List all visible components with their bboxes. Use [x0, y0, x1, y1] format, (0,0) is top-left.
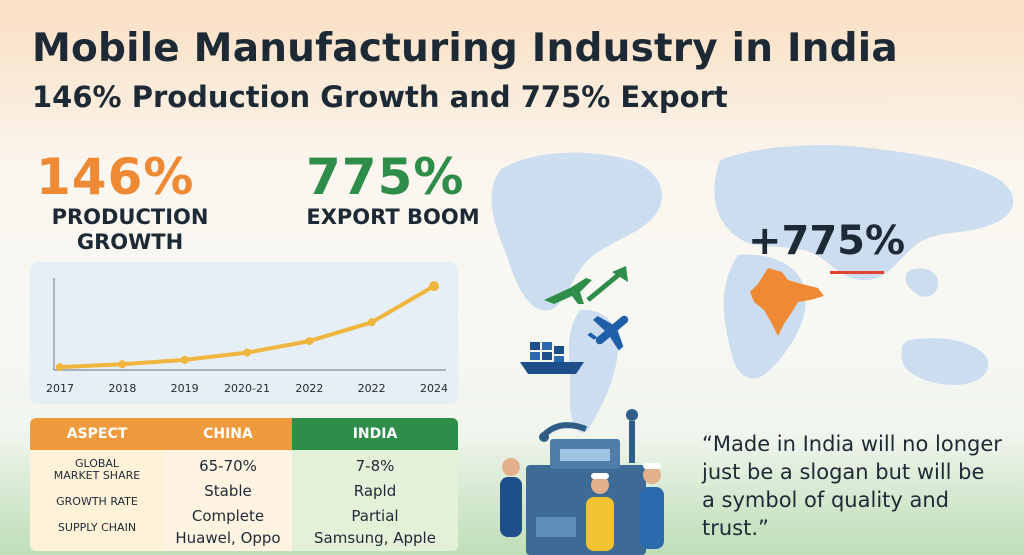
table-header-row: ASPECT CHINA INDIA — [30, 418, 458, 450]
x-tick-label: 2019 — [171, 382, 199, 395]
airplane-icon — [540, 270, 596, 314]
china-brands: Huawel, Oppo — [175, 529, 281, 547]
aspect-label: GROWTH RATE — [56, 495, 138, 508]
china-growth-rate: Stable — [204, 482, 252, 500]
header-india: INDIA — [292, 418, 458, 450]
x-tick-label: 2022 — [295, 382, 323, 395]
export-callout: +775% — [748, 218, 906, 264]
india-brands: Samsung, Apple — [314, 529, 436, 547]
india-column — [292, 450, 458, 551]
airplane-blue-icon-graphic — [587, 315, 629, 351]
table-row-aspect: GLOBAL MARKET SHARE — [30, 458, 164, 482]
quote-text: “Made in India will no longer just be a … — [702, 432, 1002, 540]
china-supply-chain: Complete — [191, 507, 265, 525]
data-point — [56, 363, 64, 372]
production-growth-value: 146% — [36, 148, 195, 206]
data-point — [243, 348, 251, 357]
data-point — [180, 355, 189, 364]
production-label-line1: PRODUCTION — [51, 205, 209, 229]
x-tick-label: 2018 — [108, 382, 136, 395]
data-point — [118, 360, 127, 369]
export-boom-label: EXPORT BOOM — [306, 205, 480, 229]
india-market-share: 7-8% — [355, 457, 395, 475]
aspect-label: GLOBAL — [74, 457, 120, 470]
page-title: Mobile Manufacturing Industry in India — [32, 26, 898, 71]
china-column — [164, 450, 292, 551]
india-map-shape — [750, 268, 824, 336]
india-supply-chain: Partial — [351, 507, 399, 525]
header-aspect: ASPECT — [30, 418, 164, 450]
india-growth-rate: Rapld — [353, 482, 397, 500]
export-boom-value: 775% — [306, 148, 465, 206]
data-point — [367, 318, 376, 327]
aspect-column — [30, 450, 164, 551]
saffron-background-band — [0, 0, 1024, 170]
production-growth-label: PRODUCTION GROWTH — [32, 205, 228, 255]
aspect-label: SUPPLY CHAIN — [57, 521, 137, 534]
arrow-icon — [582, 264, 632, 308]
cargo-ship-icon-graphic — [520, 342, 584, 374]
export-highlight-stroke — [830, 271, 884, 274]
cargo-ship-icon — [518, 338, 588, 382]
world-map — [470, 140, 1024, 440]
page-subtitle: 146% Production Growth and 775% Export — [32, 80, 728, 114]
comparison-table: ASPECT CHINA INDIA GLOBAL MARKET SHARE 6… — [30, 418, 458, 551]
x-tick-label: 2017 — [46, 382, 74, 395]
airplane-icon-graphic — [544, 278, 592, 304]
aspect-label: MARKET SHARE — [53, 469, 141, 482]
x-tick-label: 2020-21 — [224, 382, 270, 395]
factory-workers-illustration — [490, 405, 680, 555]
airplane-blue-icon — [586, 304, 638, 360]
header-china: CHINA — [164, 418, 292, 450]
india-map — [748, 266, 828, 342]
production-growth-chart: 2017 2018 2019 2020-21 2022 2022 2024 — [30, 262, 458, 404]
factory-workers-graphic — [500, 409, 664, 555]
data-point — [429, 281, 439, 292]
china-market-share: 65-70% — [199, 457, 257, 475]
arrow-icon-graphic — [586, 266, 628, 302]
production-label-line2: GROWTH — [76, 230, 184, 254]
line-chart: 2017 2018 2019 2020-21 2022 2022 2024 — [46, 278, 448, 395]
world-map-graphic — [491, 145, 1014, 433]
x-tick-label: 2024 — [420, 382, 448, 395]
x-tick-label: 2022 — [358, 382, 386, 395]
data-point — [305, 337, 314, 346]
